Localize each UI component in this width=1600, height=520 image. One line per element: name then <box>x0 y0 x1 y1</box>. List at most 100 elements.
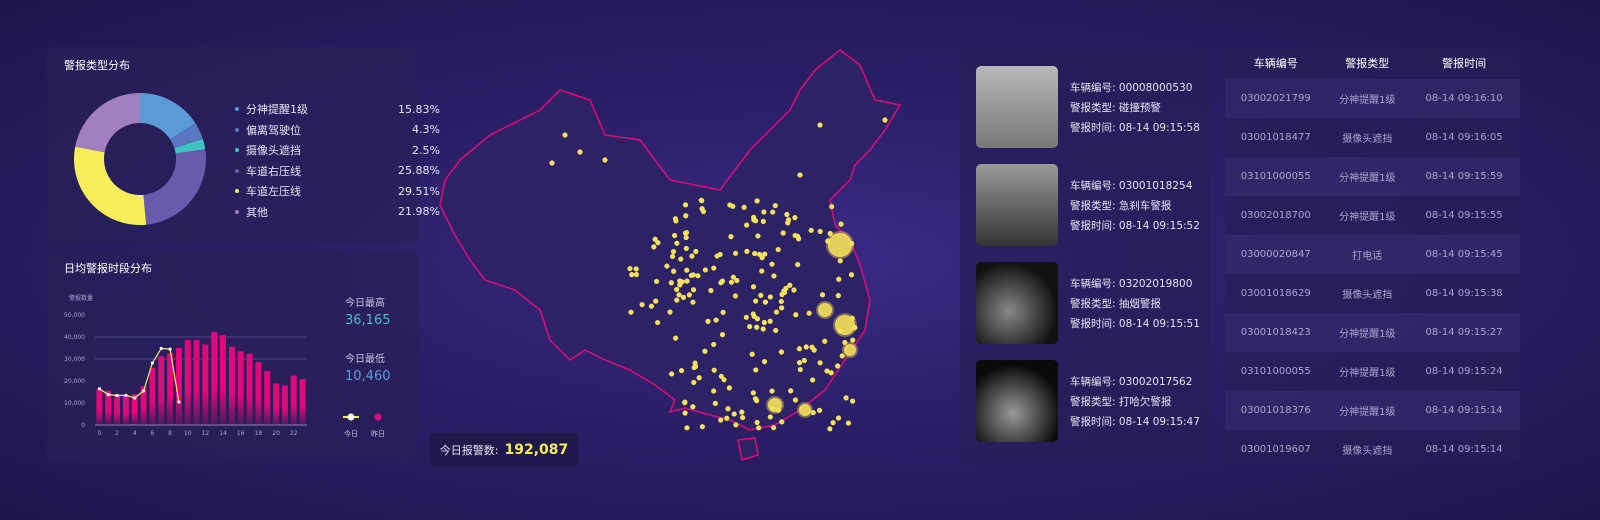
table-row[interactable]: 03001018423 分神提醒1级 08-14 09:15:27 <box>1225 313 1520 352</box>
cell-vehicle-id: 03002018700 <box>1240 210 1311 221</box>
legend-today-marker <box>347 413 355 421</box>
alarm-dot <box>836 276 842 282</box>
alarm-dot <box>835 293 841 299</box>
alarm-dot <box>705 318 711 324</box>
cell-alarm-type: 分神提醒1级 <box>1339 368 1396 379</box>
today-point <box>133 396 137 400</box>
alarm-dot <box>696 375 702 381</box>
alarm-dot <box>655 319 661 326</box>
alarm-dot <box>792 232 798 239</box>
today-low-label: 今日最低 <box>345 354 385 365</box>
alarm-type: 碰撞预警 <box>1118 102 1161 114</box>
table-row[interactable]: 03002021799 分神提醒1级 08-14 09:16:10 <box>1225 79 1520 118</box>
alarm-card[interactable]: 车辆编号: 03002017562 警报类型: 打哈欠警报 警报时间: 08-1… <box>976 360 1206 442</box>
alarm-dot <box>803 344 809 350</box>
alarm-dot <box>682 400 688 406</box>
alarm-snapshot-image[interactable] <box>976 164 1058 246</box>
donut-chart <box>73 93 206 225</box>
alarm-cluster <box>833 313 857 337</box>
alarm-dot <box>769 261 775 267</box>
alarm-dot <box>672 232 678 239</box>
alarm-dot <box>792 215 798 221</box>
alarm-dot <box>828 370 834 376</box>
alarm-snapshot-image[interactable] <box>976 360 1058 442</box>
today-high-label: 今日最高 <box>345 298 385 309</box>
cell-vehicle-id: 03101000055 <box>1240 366 1311 377</box>
alarm-dot <box>775 246 781 253</box>
hainan-island <box>737 437 759 461</box>
alarm-dot <box>678 256 684 262</box>
alarm-dot <box>817 360 823 366</box>
alarm-dot <box>830 420 836 426</box>
alarm-time-label: 警报时间: <box>1070 416 1116 428</box>
alarm-card[interactable]: 车辆编号: 03001018254 警报类型: 急刹车警报 警报时间: 08-1… <box>976 164 1206 246</box>
table-row[interactable]: 03001018376 分神提醒1级 08-14 09:15:14 <box>1225 391 1520 430</box>
alarm-snapshot-image[interactable] <box>976 262 1058 344</box>
alarm-dot <box>754 316 761 322</box>
table-row[interactable]: 03001019607 摄像头遮挡 08-14 09:15:14 <box>1225 430 1520 469</box>
alarm-dot <box>730 203 736 209</box>
alarm-dot <box>837 258 843 264</box>
alarm-dot <box>827 426 833 432</box>
alarm-dot <box>711 265 717 271</box>
today-point <box>141 389 146 393</box>
alarm-dot <box>718 373 724 379</box>
cell-alarm-time: 08-14 09:15:55 <box>1425 210 1503 221</box>
alarm-table-panel: 车辆编号 警报类型 警报时间 03002021799 分神提醒1级 08-14 09… <box>1225 47 1520 463</box>
table-row[interactable]: 03101000055 分神提醒1级 08-14 09:15:59 <box>1225 157 1520 196</box>
alarm-card[interactable]: 车辆编号: 00008000530 警报类型: 碰撞预警 警报时间: 08-14… <box>976 66 1206 148</box>
alarm-dot <box>711 388 717 394</box>
bar <box>122 395 129 425</box>
alarm-dot <box>747 323 753 330</box>
alarm-dot <box>788 388 794 394</box>
alarm-dot <box>699 206 705 212</box>
today-point <box>159 346 163 351</box>
legend-name: 摄像头遮挡 <box>246 144 301 158</box>
alarm-dot <box>690 404 696 410</box>
alarm-dot <box>779 419 785 425</box>
bar <box>273 383 280 425</box>
cell-alarm-type: 分神提醒1级 <box>1326 313 1409 352</box>
alarm-snapshot-image[interactable] <box>976 66 1058 148</box>
alarm-dot <box>758 292 764 298</box>
cell-vehicle-id: 03001018376 <box>1225 391 1327 430</box>
alarm-dot <box>771 273 777 279</box>
alarm-dot <box>795 261 801 268</box>
legend-name: 偏离驾驶位 <box>246 123 301 137</box>
table-row[interactable]: 03000020847 打电话 08-14 09:15:45 <box>1225 235 1520 274</box>
alarm-dot <box>849 398 856 404</box>
bar <box>193 339 200 425</box>
bar <box>220 335 227 425</box>
table-row[interactable]: 03002018700 分神提醒1级 08-14 09:15:55 <box>1225 196 1520 235</box>
alarm-cards-panel: 车辆编号: 00008000530 警报类型: 碰撞预警 警报时间: 08-14… <box>960 47 1210 463</box>
header-alarm-time: 警报时间 <box>1442 57 1487 70</box>
alarm-dot <box>683 245 689 252</box>
alarm-card[interactable]: 车辆编号: 03202019800 警报类型: 抽烟警报 警报时间: 08-14… <box>976 262 1206 344</box>
legend-pct: 2.5% <box>412 143 440 157</box>
table-row[interactable]: 03001018477 摄像头遮挡 08-14 09:16:05 <box>1225 118 1520 157</box>
alarm-dot <box>718 417 724 423</box>
alarm-dot <box>882 117 888 123</box>
alarm-type-label: 警报类型: <box>1070 396 1116 408</box>
alarm-dot <box>792 397 799 403</box>
alarm-dot <box>824 368 830 374</box>
alarm-dot <box>842 339 848 346</box>
x-tick-label: 18 <box>255 430 263 437</box>
alarm-dot <box>778 349 785 355</box>
alarm-dot <box>808 227 814 233</box>
alarm-dot <box>793 312 799 318</box>
alarm-dot <box>744 248 750 254</box>
alarm-dot <box>822 338 828 344</box>
alarm-dot <box>740 414 746 421</box>
table-row[interactable]: 03001018629 摄像头遮挡 08-14 09:15:38 <box>1225 274 1520 313</box>
alarm-time: 08-14 09:15:58 <box>1118 122 1200 134</box>
cell-alarm-time: 08-14 09:15:14 <box>1408 391 1520 430</box>
alarm-dot <box>838 221 844 227</box>
alarm-dot <box>753 298 759 304</box>
y-tick-label: 10,000 <box>64 400 85 407</box>
today-total: 今日报警数: 192,087 <box>430 433 578 467</box>
alarm-dot <box>770 209 776 215</box>
table-row[interactable]: 03101000055 分神提醒1级 08-14 09:15:24 <box>1225 352 1520 391</box>
legend-pct: 4.3% <box>412 123 440 137</box>
alarm-type-panel: 警报类型分布 分神提醒1级 15.83% 偏离驾驶位 4.3% 摄像头遮挡 2.5% 车道右… <box>47 47 440 243</box>
